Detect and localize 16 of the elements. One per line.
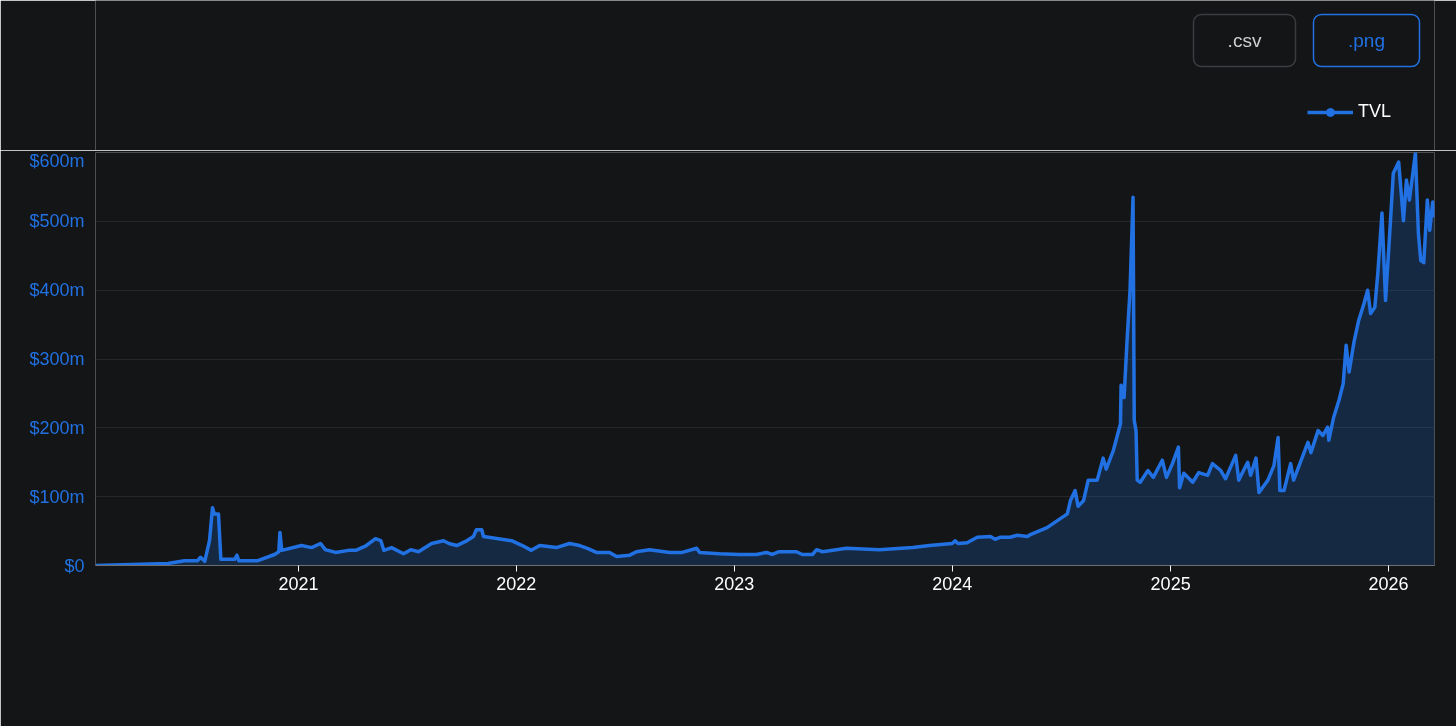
y-tick-label: $300m (29, 349, 85, 369)
x-tick-label: 2022 (496, 573, 537, 594)
x-tick-label: 2026 (1368, 573, 1409, 594)
y-tick-label: $200m (29, 417, 85, 438)
text: .csv (1227, 30, 1262, 51)
x-tick-label: 2023 (714, 573, 755, 594)
y-tick-label: $100m (29, 486, 85, 507)
y-tick-label: $500m (29, 211, 85, 232)
legend-label: TVL (1358, 101, 1392, 122)
x-tick-label: 2024 (932, 573, 973, 594)
x-tick-label: 2025 (1150, 573, 1191, 594)
y-tick-label: $600m (29, 150, 85, 171)
x-tick-label: 2021 (278, 573, 319, 594)
y-tick-label: $400m (29, 280, 85, 301)
text: .png (1348, 30, 1385, 51)
y-tick-label: $0 (64, 555, 85, 576)
